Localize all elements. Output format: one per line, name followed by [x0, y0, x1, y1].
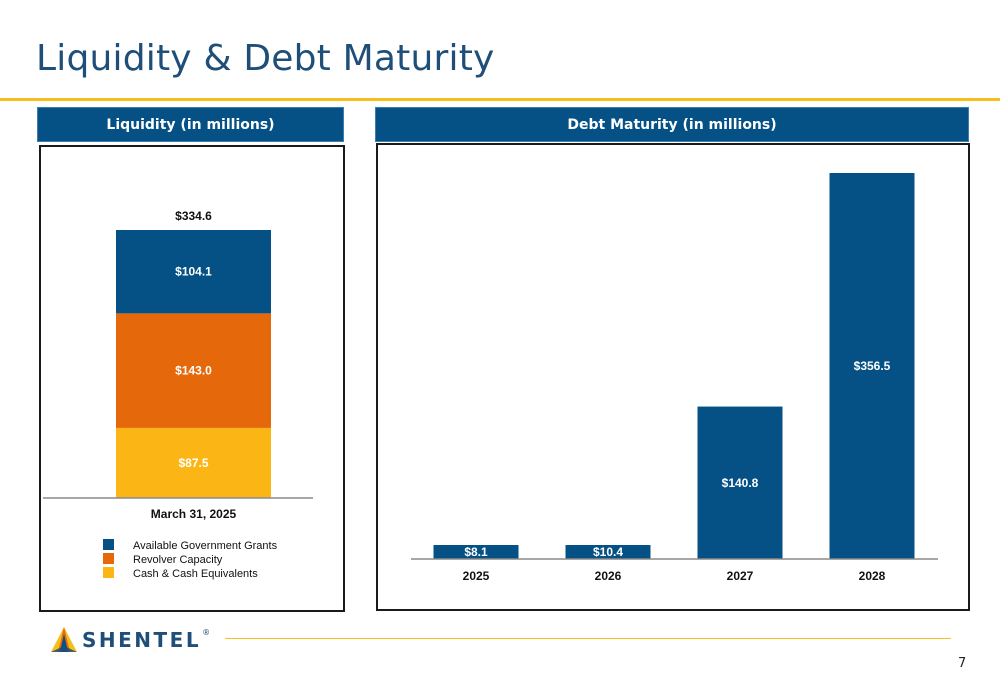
liquidity-chart-title: Liquidity (in millions)	[106, 116, 275, 133]
debt-bar-2027	[697, 406, 783, 559]
debt-maturity-panel-header: Debt Maturity (in millions)	[375, 107, 969, 142]
debt-category-label-2026: 2026	[595, 569, 622, 583]
debt-bar-label-2028: $356.5	[854, 359, 891, 373]
shentel-triangle-icon	[50, 626, 78, 654]
logo-wordmark: SHENTEL	[82, 628, 202, 652]
debt-category-label-2028: 2028	[859, 569, 886, 583]
liquidity-bar-segment-1	[116, 313, 271, 428]
liquidity-segment-label-1: $143.0	[175, 364, 212, 378]
slide-title: Liquidity & Debt Maturity	[36, 38, 495, 79]
company-logo: SHENTEL ®	[50, 626, 210, 654]
debt-bar-label-2026: $10.4	[593, 545, 623, 559]
liquidity-bar-segment-2	[116, 230, 271, 314]
debt-bar-label-2027: $140.8	[722, 476, 759, 490]
liquidity-bar-segment-0	[116, 427, 271, 498]
liquidity-segment-label-0: $87.5	[178, 456, 208, 470]
debt-bar-label-2025: $8.1	[464, 545, 488, 559]
debt-bar-2026	[565, 545, 651, 559]
debt-maturity-chart-panel: $8.1 2025 $10.4 2026 $140.8 2027 $356.5 2028	[376, 143, 970, 611]
page-number: 7	[958, 656, 967, 671]
liquidity-panel-header: Liquidity (in millions)	[37, 107, 344, 142]
liquidity-category-label: March 31, 2025	[151, 507, 237, 521]
debt-maturity-chart: $8.1 2025 $10.4 2026 $140.8 2027 $356.5 2028	[411, 173, 938, 583]
debt-bar-2025	[433, 545, 519, 559]
legend-label-0: Available Government Grants	[133, 540, 278, 552]
liquidity-total-label: $334.6	[175, 209, 212, 223]
legend-swatch-1	[103, 553, 114, 564]
registered-mark: ®	[202, 628, 211, 637]
legend-swatch-0	[103, 539, 114, 550]
liquidity-chart-panel: $87.5 $143.0 $104.1 $334.6 March 31, 2025 Ava…	[39, 145, 345, 612]
debt-category-label-2027: 2027	[727, 569, 754, 583]
debt-category-label-2025: 2025	[463, 569, 490, 583]
liquidity-chart: $87.5 $143.0 $104.1 $334.6 March 31, 2025 Ava…	[43, 209, 313, 580]
legend-label-2: Cash & Cash Equivalents	[133, 568, 258, 580]
debt-bar-2028	[829, 173, 915, 559]
liquidity-segment-label-2: $104.1	[175, 265, 212, 279]
debt-maturity-chart-title: Debt Maturity (in millions)	[567, 116, 777, 133]
title-divider	[0, 98, 1000, 101]
legend-label-1: Revolver Capacity	[133, 554, 223, 566]
footer-divider	[225, 638, 951, 639]
legend-swatch-2	[103, 567, 114, 578]
